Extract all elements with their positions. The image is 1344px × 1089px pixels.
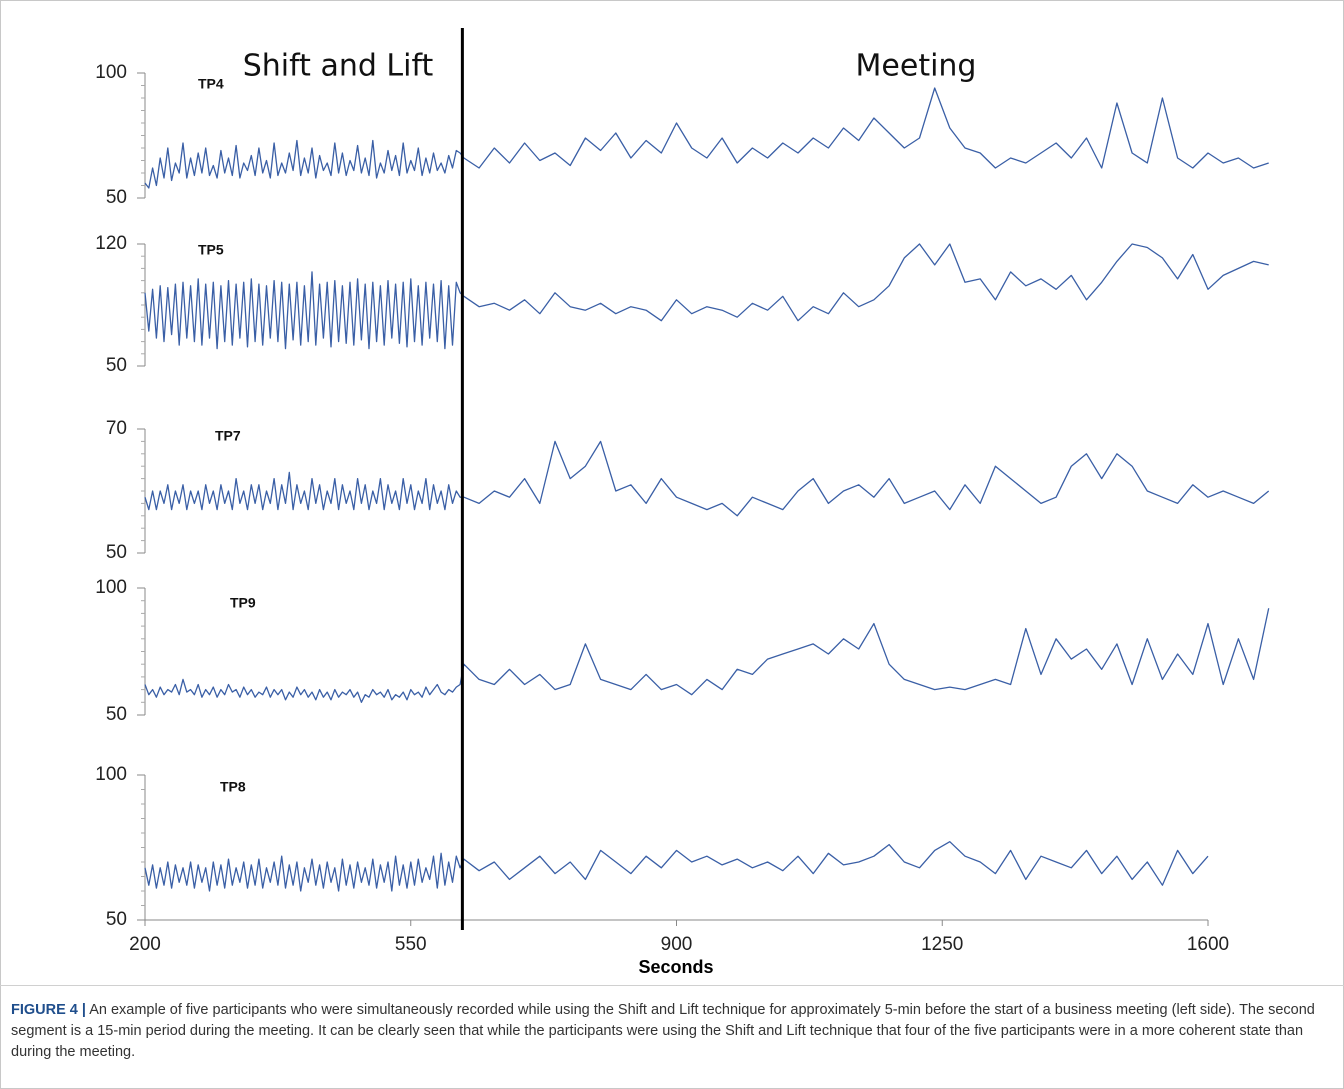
- y-tick-label: 50: [106, 187, 127, 208]
- series-line: [144, 841, 1209, 892]
- caption-text: An example of five participants who were…: [11, 1002, 1315, 1060]
- panel-label: TP7: [215, 428, 241, 444]
- y-tick-label: 120: [95, 233, 127, 254]
- y-tick-label: 50: [106, 355, 127, 376]
- y-tick-label: 100: [95, 577, 127, 598]
- caption: FIGURE 4 | An example of five participan…: [11, 1000, 1329, 1063]
- series-line: [144, 440, 1270, 517]
- separator: [0, 985, 1344, 986]
- y-tick-label: 50: [106, 909, 127, 930]
- panel-label: TP9: [230, 595, 256, 611]
- series-line: [144, 243, 1269, 350]
- panel-label: TP5: [198, 242, 224, 258]
- caption-label: FIGURE 4 |: [11, 1002, 86, 1018]
- chart: Shift and Lift Meeting Seconds 50 100 TP4 5…: [95, 28, 1270, 977]
- y-tick-label: 50: [106, 704, 127, 725]
- x-tick-label: 900: [661, 934, 693, 955]
- series-line: [144, 87, 1269, 189]
- y-tick-label: 70: [106, 418, 127, 439]
- x-axis-label: Seconds: [638, 957, 713, 977]
- series-line: [144, 608, 1270, 703]
- x-tick-label: 1250: [921, 934, 963, 955]
- y-tick-label: 50: [106, 542, 127, 563]
- panel-label: TP4: [198, 76, 224, 92]
- phase-label: Shift and Lift: [243, 49, 434, 84]
- phase-label: Meeting: [856, 49, 977, 84]
- y-tick-label: 100: [95, 764, 127, 785]
- y-tick-label: 100: [95, 62, 127, 83]
- x-tick-label: 550: [395, 934, 427, 955]
- x-tick-label: 200: [129, 934, 161, 955]
- x-tick-label: 1600: [1187, 934, 1229, 955]
- panel-label: TP8: [220, 779, 246, 795]
